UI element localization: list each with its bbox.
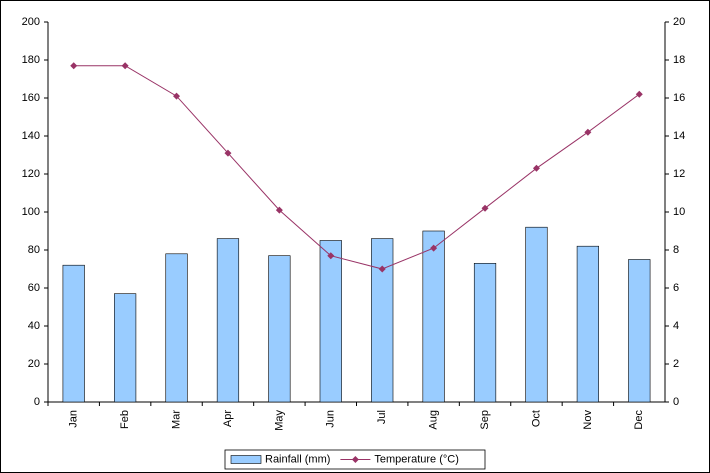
- y2-tick-label: 12: [673, 168, 685, 180]
- y-tick-label: 40: [28, 320, 40, 332]
- y-tick-label: 120: [22, 168, 40, 180]
- marker: [70, 62, 78, 70]
- marker: [224, 149, 232, 157]
- bar: [165, 253, 188, 403]
- marker: [378, 265, 386, 273]
- y-tick-label: 60: [28, 282, 40, 294]
- y-tick-label: 20: [28, 358, 40, 370]
- marker: [532, 164, 540, 172]
- legend-label: Rainfall (mm): [265, 453, 330, 465]
- x-tick-label: Jan: [68, 410, 80, 428]
- legend-marker: [351, 456, 359, 463]
- y2-tick-label: 6: [673, 282, 679, 294]
- y-tick-label: 100: [22, 206, 40, 218]
- legend-swatch: [230, 455, 262, 464]
- y-tick-label: 140: [22, 130, 40, 142]
- legend-label: Temperature (°C): [374, 453, 458, 465]
- marker: [275, 206, 283, 214]
- line: [73, 65, 640, 270]
- marker: [430, 244, 438, 252]
- marker: [173, 92, 181, 100]
- marker: [481, 204, 489, 212]
- x-tick-label: May: [273, 410, 285, 431]
- bar: [371, 238, 394, 403]
- bar: [268, 255, 291, 403]
- y-tick-label: 160: [22, 92, 40, 104]
- y2-tick-label: 14: [673, 130, 685, 142]
- y2-tick-label: 2: [673, 358, 679, 370]
- bar: [576, 245, 599, 403]
- y2-tick-label: 18: [673, 54, 685, 66]
- bar: [62, 264, 85, 403]
- bar: [422, 230, 445, 403]
- y2-tick-label: 20: [673, 16, 685, 28]
- y2-tick-label: 8: [673, 244, 679, 256]
- x-tick-label: Apr: [222, 410, 234, 427]
- x-tick-label: Nov: [582, 410, 594, 430]
- bar: [114, 293, 137, 403]
- x-tick-label: Mar: [170, 410, 182, 429]
- bar: [473, 262, 497, 403]
- y-tick-label: 180: [22, 54, 40, 66]
- marker: [635, 90, 643, 98]
- bar: [216, 238, 240, 403]
- x-tick-label: Aug: [428, 410, 440, 430]
- x-tick-label: Dec: [633, 410, 645, 430]
- y2-tick-label: 4: [673, 320, 679, 332]
- marker: [121, 62, 129, 70]
- bar: [628, 259, 651, 403]
- y2-tick-label: 16: [673, 92, 685, 104]
- bar: [319, 240, 342, 403]
- x-tick-label: Feb: [119, 410, 131, 429]
- y2-tick-label: 0: [673, 396, 679, 408]
- marker: [327, 252, 335, 260]
- y-tick-label: 200: [22, 16, 40, 28]
- y-tick-label: 80: [28, 244, 40, 256]
- x-tick-label: Jul: [376, 410, 388, 424]
- x-tick-label: Oct: [530, 410, 542, 427]
- bar: [525, 226, 548, 403]
- y2-tick-label: 10: [673, 206, 685, 218]
- y-tick-label: 0: [34, 396, 40, 408]
- marker: [584, 128, 592, 136]
- x-tick-label: Sep: [479, 410, 491, 430]
- x-tick-label: Jun: [325, 410, 337, 428]
